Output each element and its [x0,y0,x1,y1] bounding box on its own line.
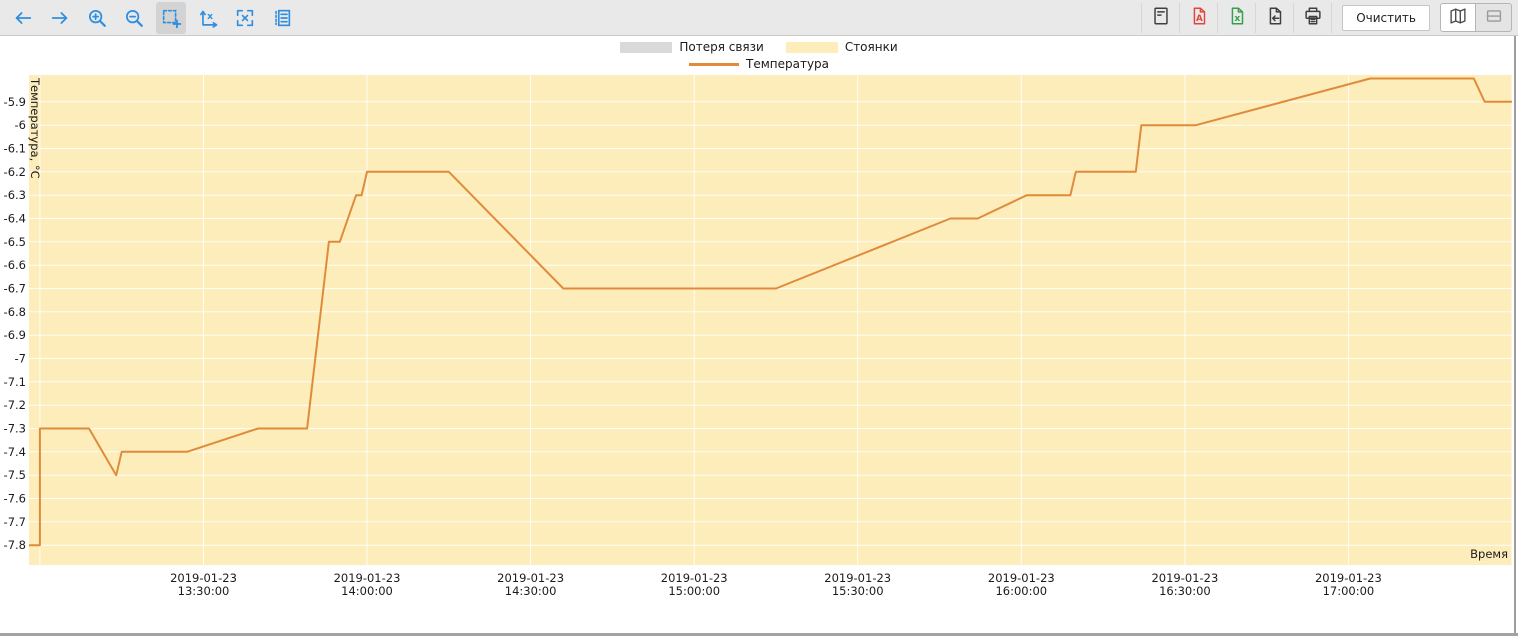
x-tick-label: 2019-01-23 16:00:00 [988,571,1055,598]
legend-label-connection-loss: Потеря связи [679,39,764,54]
view-toggle [1440,3,1512,32]
y-tick-label: -6.9 [4,328,26,342]
forward-button[interactable] [45,2,75,34]
y-tick-label: -7.6 [4,492,26,506]
excel-file-icon: x [1226,5,1248,31]
legend-item-stops: Стоянки [785,39,898,54]
y-tick-label: -6.8 [4,305,26,319]
y-tick-label: -7 [15,352,26,366]
x-axis-labels: 2019-01-23 13:30:00 2019-01-23 14:00:00 2019… [170,571,1382,598]
x-tick-label: 2019-01-23 15:30:00 [824,571,891,598]
zones-layer [29,75,1512,565]
svg-text:x: x [1234,13,1240,24]
fit-screen-button[interactable] [230,2,260,34]
x-tick-label: 2019-01-23 17:00:00 [1315,571,1382,598]
x-tick-label: 2019-01-23 15:00:00 [661,571,728,598]
zoom-out-button[interactable] [119,2,149,34]
panel-bottom-border [0,633,1518,636]
connection-loss-swatch [620,41,673,53]
y-tick-label: -6.6 [4,258,26,272]
svg-text:x: x [207,10,213,21]
y-tick-label: -6.7 [4,282,26,296]
y-tick-label: -6.4 [4,212,26,226]
zoom-in-icon [86,7,108,29]
zoom-out-icon [123,7,145,29]
y-tick-label: -7.1 [4,375,26,389]
report-button[interactable] [1142,2,1181,33]
y-tick-label: -6.1 [4,142,26,156]
fit-screen-icon [234,7,256,29]
y-axis-title: Температура, °C [28,77,42,179]
stops-swatch [785,41,838,53]
y-tick-label: -5.9 [4,95,26,109]
x-tick-label: 2019-01-23 16:30:00 [1151,571,1218,598]
y-tick-label: -6.2 [4,165,26,179]
zone-Стоянки [29,75,1512,565]
report-icon [1150,5,1172,31]
map-icon [1447,5,1469,31]
reset-axes-icon: x [197,7,219,29]
x-tick-label: 2019-01-23 14:00:00 [334,571,401,598]
printer-icon [1302,5,1324,31]
export-file-button[interactable] [1256,2,1295,33]
y-tick-label: -6.5 [4,235,26,249]
split-view-button[interactable] [1476,4,1511,31]
export-excel-button[interactable]: x [1218,2,1257,33]
y-tick-label: -6.3 [4,188,26,202]
y-tick-label: -7.7 [4,515,26,529]
y-tick-label: -7.3 [4,422,26,436]
toolbar-nav-group: x [8,1,297,34]
arrow-left-icon [12,7,34,29]
y-tick-label: -6 [15,118,26,132]
legend-item-temperature: Температура [688,56,830,71]
y-tick-label: -7.5 [4,468,26,482]
chart-legend: Потеря связи Стоянки Температура [0,36,1518,75]
zoom-selection-button[interactable] [156,1,186,34]
map-view-button[interactable] [1441,4,1476,31]
legend-label-temperature: Температура [745,56,830,71]
y-tick-label: -7.2 [4,398,26,412]
legend-item-connection-loss: Потеря связи [620,39,764,54]
y-axis-labels: -5.9 -6 -6.1 -6.2 -6.3 -6.4 -6.5 -6.6 -6.7 -6.8 -6… [4,95,26,552]
legend-list-icon [271,7,293,29]
toolbar: x [0,0,1518,36]
pdf-file-icon: A [1188,5,1210,31]
x-tick-label: 2019-01-23 14:30:00 [497,571,564,598]
legend-row: Температура [688,56,830,71]
toolbar-actions-group: A x Очист [1141,2,1512,33]
split-horizontal-icon [1483,5,1505,31]
arrow-right-icon [49,7,71,29]
panel-right-border [1514,36,1516,633]
x-tick-label: 2019-01-23 13:30:00 [170,571,237,598]
x-axis-title: Время [1470,547,1508,561]
grid-layer [29,75,1513,565]
reset-axes-button[interactable]: x [193,2,223,34]
back-button[interactable] [8,2,38,34]
file-import-icon [1264,5,1286,31]
y-tick-label: -7.8 [4,538,26,552]
series-line-Температура [29,77,1512,547]
legend-label-stops: Стоянки [844,39,898,54]
y-tick-label: -7.4 [4,445,26,459]
clear-button[interactable]: Очистить [1342,4,1430,31]
export-group: A x [1141,2,1333,33]
svg-text:A: A [1196,13,1203,23]
export-pdf-button[interactable]: A [1180,2,1219,33]
zoom-in-button[interactable] [82,2,112,34]
legend-list-button[interactable] [267,2,297,34]
print-button[interactable] [1294,2,1333,33]
zoom-selection-icon [160,7,182,29]
legend-row: Потеря связи Стоянки [620,39,898,54]
temperature-line-swatch [688,62,739,66]
temperature-chart[interactable]: -5.9 -6 -6.1 -6.2 -6.3 -6.4 -6.5 -6.6 -6.7 -6.8 -6… [0,75,1518,605]
